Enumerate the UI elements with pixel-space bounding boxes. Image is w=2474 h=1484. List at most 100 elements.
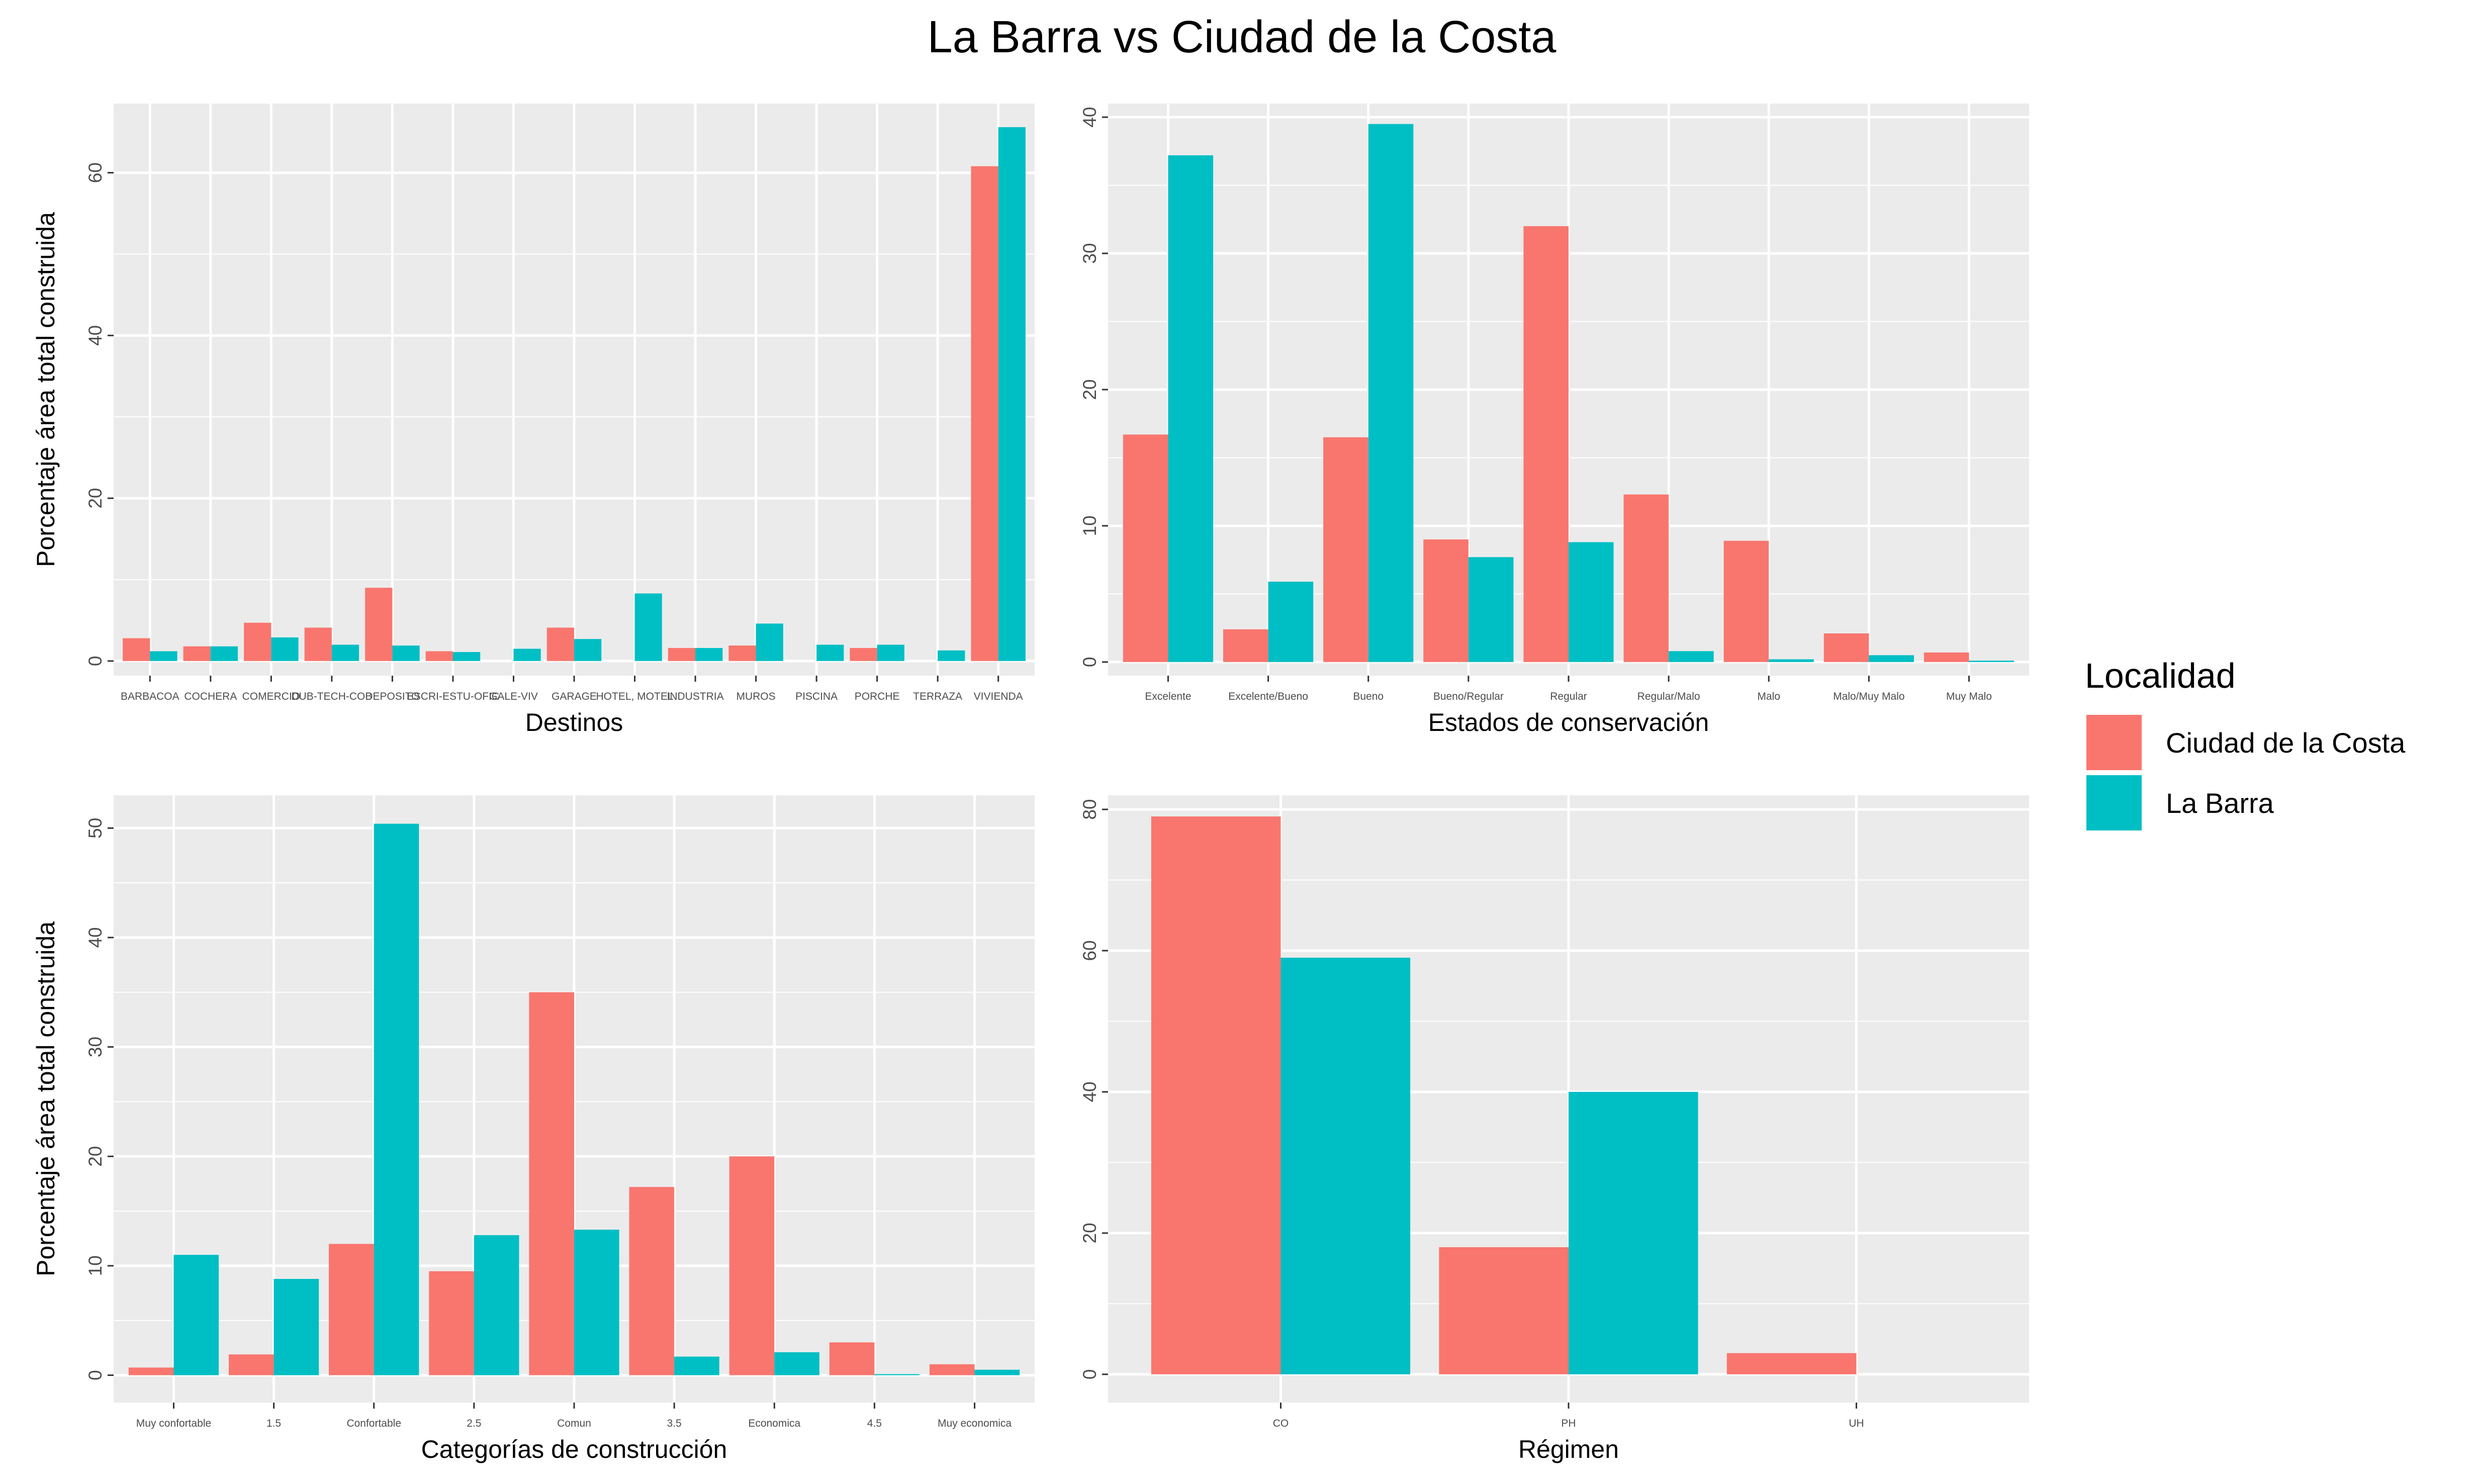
bar-labarra — [374, 823, 419, 1375]
y-tick-label: 20 — [85, 1146, 106, 1167]
x-tick-label: 3.5 — [667, 1418, 682, 1429]
y-tick-label: 10 — [85, 1255, 106, 1276]
bar-labarra — [1368, 124, 1414, 662]
x-tick-label: MUROS — [736, 691, 775, 702]
bar-ciudad — [1151, 816, 1281, 1374]
y-tick-label: 40 — [1079, 1081, 1100, 1102]
bar-labarra — [574, 1230, 619, 1375]
bar-ciudad — [128, 1367, 174, 1375]
x-tick-label: INDUSTRIA — [667, 691, 723, 702]
x-tick-label: Malo/Muy Malo — [1833, 691, 1904, 702]
x-tick-label: UH — [1849, 1418, 1864, 1429]
x-tick-label: Regular/Malo — [1637, 691, 1700, 702]
bar-labarra — [938, 650, 965, 661]
x-tick-label: GALE-VIV — [489, 691, 538, 702]
y-tick-label: 10 — [1079, 515, 1100, 536]
y-tick-label: 30 — [1079, 243, 1100, 263]
bar-labarra — [974, 1369, 1020, 1375]
x-tick-label: PH — [1561, 1418, 1576, 1429]
x-axis-title: Estados de conservación — [1428, 708, 1709, 736]
x-tick-label: COCHERA — [184, 691, 237, 702]
x-tick-label: DUB-TECH-COB — [291, 691, 372, 702]
x-tick-label: HOTEL, MOTEL — [596, 691, 674, 702]
panel-estados: 0 10 20 30 40 Excelente Excelente/Bueno Bueno Bu… — [1079, 104, 2029, 736]
bar-ciudad — [365, 588, 393, 661]
y-tick-label: 20 — [85, 488, 106, 509]
legend-label-ciudad: Ciudad de la Costa — [2166, 727, 2406, 759]
bar-labarra — [1468, 557, 1514, 662]
y-tick-label: 20 — [1079, 379, 1100, 400]
x-tick-label: Bueno/Regular — [1433, 691, 1504, 702]
legend-label-labarra: La Barra — [2166, 787, 2274, 819]
x-tick-label: Comun — [557, 1418, 591, 1429]
x-tick-label: VIVIENDA — [974, 691, 1023, 702]
bar-ciudad — [668, 647, 696, 661]
x-tick-label: Regular — [1550, 691, 1587, 702]
y-tick-label: 40 — [85, 927, 106, 948]
x-tick-label: Economica — [748, 1418, 800, 1429]
x-tick-label: PORCHE — [855, 691, 900, 702]
bar-ciudad — [123, 638, 150, 661]
bar-ciudad — [1723, 540, 1769, 662]
bar-labarra — [150, 651, 177, 661]
x-axis-title: Destinos — [525, 708, 623, 736]
x-tick-label: BARBACOA — [121, 691, 179, 702]
bar-labarra — [474, 1235, 519, 1375]
bar-ciudad — [1623, 494, 1669, 662]
x-tick-label: Excelente — [1145, 691, 1191, 702]
x-axis-title: Régimen — [1518, 1435, 1619, 1463]
bar-ciudad — [329, 1244, 374, 1375]
bar-ciudad — [529, 992, 574, 1375]
bar-labarra — [877, 644, 904, 661]
bar-labarra — [1869, 655, 1914, 662]
legend-key-labarra — [2086, 775, 2142, 830]
bar-labarra — [574, 639, 602, 661]
y-tick-label: 60 — [85, 162, 106, 183]
x-tick-label: Muy Malo — [1946, 691, 1992, 702]
x-tick-label: 2.5 — [467, 1418, 481, 1429]
main-title: La Barra vs Ciudad de la Costa — [928, 12, 1557, 62]
y-tick-label: 0 — [85, 1370, 106, 1380]
x-tick-label: GARAGE — [552, 691, 597, 702]
x-tick-label: Muy economica — [938, 1418, 1012, 1429]
x-tick-label: DEPOSITO — [365, 691, 419, 702]
bar-ciudad — [229, 1354, 274, 1375]
legend-title: Localidad — [2085, 656, 2236, 695]
y-tick-label: 50 — [85, 818, 106, 839]
x-tick-label: Excelente/Bueno — [1228, 691, 1308, 702]
bar-ciudad — [850, 647, 877, 661]
bar-ciudad — [829, 1342, 875, 1375]
bar-labarra — [173, 1255, 219, 1375]
legend-key-ciudad — [2086, 715, 2142, 770]
bar-labarra — [392, 645, 420, 661]
x-axis-title: Categorías de construcción — [421, 1435, 727, 1463]
y-tick-label: 0 — [1079, 1369, 1100, 1380]
x-tick-label: PISCINA — [795, 691, 838, 702]
bar-labarra — [1268, 582, 1314, 662]
x-tick-label: Malo — [1757, 691, 1780, 702]
bar-ciudad — [183, 646, 211, 661]
bar-labarra — [513, 648, 541, 661]
bar-labarra — [331, 644, 359, 661]
bar-labarra — [634, 593, 662, 661]
bar-ciudad — [1223, 629, 1268, 662]
bar-labarra — [271, 637, 299, 661]
bar-labarra — [1769, 659, 1814, 662]
bar-labarra — [756, 623, 783, 661]
y-tick-label: 0 — [1079, 657, 1100, 668]
y-axis-title: Porcentaje área total construida — [32, 921, 60, 1276]
y-tick-label: 0 — [85, 656, 106, 667]
bar-ciudad — [1923, 652, 1969, 662]
x-tick-label: ESCRI-ESTU-OFIC — [407, 691, 499, 702]
bar-ciudad — [728, 645, 756, 661]
bar-labarra — [695, 647, 723, 661]
bar-ciudad — [729, 1156, 775, 1375]
panel-regimen: 0 20 40 60 80 CO PH UH Régimen — [1079, 795, 2029, 1463]
y-axis-title: Porcentaje área total construida — [32, 212, 60, 567]
bar-labarra — [674, 1356, 719, 1375]
x-tick-label: Muy confortable — [136, 1418, 211, 1429]
y-tick-label: 80 — [1079, 799, 1100, 820]
x-tick-label: 4.5 — [867, 1418, 882, 1429]
x-tick-label: Bueno — [1353, 691, 1384, 702]
